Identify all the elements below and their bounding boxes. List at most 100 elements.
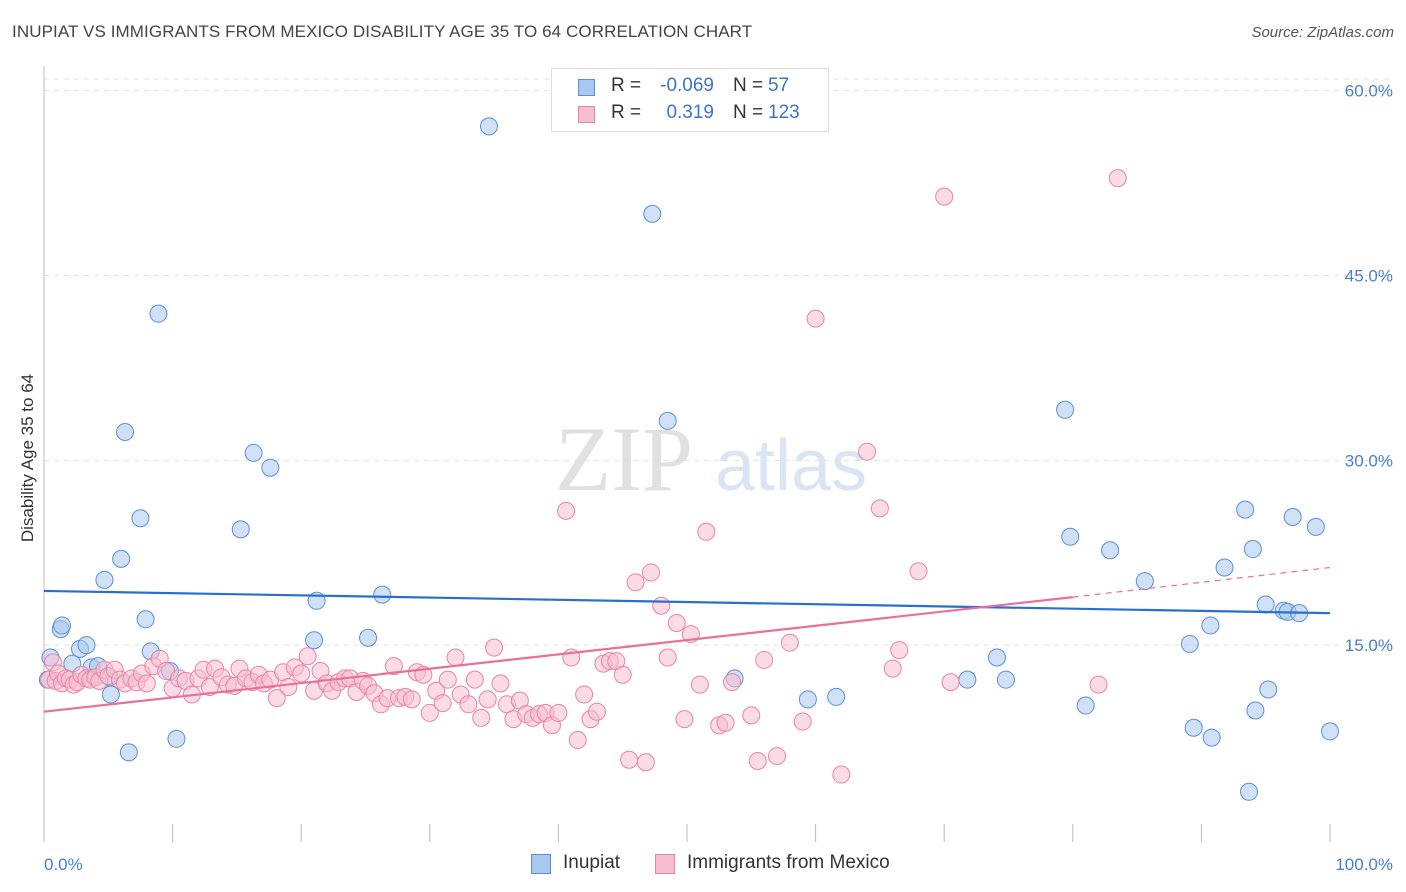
data-point — [935, 187, 954, 206]
watermark: ZIP atlas — [555, 408, 867, 510]
data-point — [941, 673, 960, 692]
y-tick-label: 30.0% — [1345, 451, 1393, 470]
data-point — [1089, 675, 1108, 694]
data-point — [119, 743, 138, 762]
correlation-legend: R = -0.069 N = 57 R = 0.319 N = 123 — [551, 68, 829, 132]
y-tick-label: 15.0% — [1345, 636, 1393, 655]
data-point — [870, 499, 889, 518]
data-point — [244, 443, 263, 462]
data-point — [613, 665, 632, 684]
trend-lines — [43, 566, 1331, 713]
data-point — [137, 674, 156, 693]
data-point — [1180, 634, 1199, 653]
data-point — [167, 729, 186, 748]
data-point — [575, 685, 594, 704]
data-point — [755, 650, 774, 669]
bottom-legend-swatch-mexico — [655, 854, 675, 874]
data-point — [858, 442, 877, 461]
bottom-legend-label-inupiat: Inupiat — [563, 852, 621, 873]
data-point — [485, 638, 504, 657]
data-point — [384, 657, 403, 676]
data-point — [1056, 400, 1075, 419]
data-point — [883, 659, 902, 678]
data-point — [1306, 517, 1325, 536]
x-tick-label: 0.0% — [44, 855, 83, 874]
data-point — [465, 670, 484, 689]
data-point — [1108, 169, 1127, 188]
bottom-legend-label-mexico: Immigrants from Mexico — [687, 852, 890, 873]
y-tick-labels: 15.0% 30.0% 45.0% 60.0% — [1345, 82, 1393, 656]
data-point — [402, 690, 421, 709]
data-point — [742, 706, 761, 725]
legend-n-label: N = — [733, 75, 764, 96]
data-point — [149, 304, 168, 323]
data-point — [768, 747, 787, 766]
data-point — [298, 647, 317, 666]
data-point — [1061, 527, 1080, 546]
watermark-atlas: atlas — [715, 426, 867, 506]
trend-line — [43, 589, 1331, 615]
data-point — [748, 751, 767, 770]
legend-r-label: R = — [611, 102, 642, 123]
data-point — [793, 712, 812, 731]
x-tick-labels: 0.0% 100.0% — [44, 855, 1393, 874]
legend-n-label: N = — [733, 102, 764, 123]
data-point — [658, 648, 677, 667]
legend-swatch-mexico — [578, 106, 595, 123]
data-point — [890, 641, 909, 660]
data-point — [267, 689, 286, 708]
data-point — [420, 703, 439, 722]
data-point — [1076, 696, 1095, 715]
data-point — [231, 520, 250, 539]
data-point — [667, 613, 686, 632]
data-point — [1283, 508, 1302, 527]
data-point — [958, 670, 977, 689]
trend-line-extension — [1072, 566, 1331, 598]
series-inupiat-points — [38, 117, 1339, 801]
data-point — [472, 708, 491, 727]
data-point — [832, 765, 851, 784]
data-point — [652, 596, 671, 615]
data-point — [996, 670, 1015, 689]
data-point — [112, 549, 131, 568]
data-point — [1215, 558, 1234, 577]
chart-title: INUPIAT VS IMMIGRANTS FROM MEXICO DISABI… — [12, 22, 753, 41]
data-point — [1236, 500, 1255, 519]
data-point — [1201, 616, 1220, 635]
data-point — [987, 648, 1006, 667]
data-point — [620, 750, 639, 769]
data-point — [626, 573, 645, 592]
data-point — [780, 633, 799, 652]
data-point — [1321, 722, 1339, 741]
x-tick-label: 100.0% — [1335, 855, 1393, 874]
data-point — [798, 690, 817, 709]
series-mexico-points — [40, 169, 1127, 784]
data-point — [478, 690, 497, 709]
data-point — [549, 703, 568, 722]
data-point — [1202, 728, 1221, 747]
data-point — [806, 309, 825, 328]
data-point — [446, 648, 465, 667]
data-point — [827, 687, 846, 706]
data-point — [200, 678, 219, 697]
data-point — [723, 673, 742, 692]
y-tick-label: 60.0% — [1345, 82, 1393, 101]
data-point — [131, 509, 150, 528]
data-point — [1135, 572, 1154, 591]
data-point — [438, 670, 457, 689]
data-point — [716, 713, 735, 732]
y-axis-label: Disability Age 35 to 64 — [18, 374, 37, 542]
data-point — [1239, 782, 1258, 801]
data-point — [279, 678, 298, 697]
data-point — [101, 685, 120, 704]
axes — [43, 66, 1331, 842]
data-point — [641, 563, 660, 582]
data-point — [491, 674, 510, 693]
data-point — [1259, 680, 1278, 699]
data-point — [359, 628, 378, 647]
legend-r-value-mexico: 0.319 — [666, 102, 714, 123]
trend-line — [43, 596, 1073, 713]
y-tick-label: 45.0% — [1345, 266, 1393, 285]
data-point — [1246, 701, 1265, 720]
